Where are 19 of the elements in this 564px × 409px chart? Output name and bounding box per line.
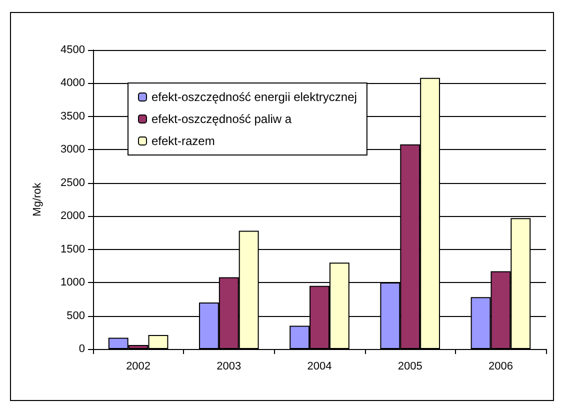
legend-label: efekt-oszczędność energii elektrycznej [152, 90, 357, 104]
y-tick-label: 1500 [60, 243, 85, 256]
x-tick-label: 2006 [488, 360, 513, 372]
x-tick-label: 2004 [307, 360, 332, 372]
y-tick-label: 2000 [60, 210, 85, 222]
y-tick-label: 3000 [60, 144, 85, 156]
y-tick-label: 1000 [60, 276, 85, 289]
y-tick-label: 500 [66, 310, 85, 322]
legend-label: efekt-razem [152, 134, 215, 148]
x-tick-label: 2003 [216, 360, 242, 372]
y-tick-label: 4000 [60, 77, 85, 90]
x-tick-label: 2005 [398, 360, 422, 372]
legend-label: efekt-oszczędność paliw a [152, 112, 292, 126]
y-tick-label: 4500 [60, 44, 85, 56]
x-tick-label: 2002 [126, 360, 151, 372]
y-axis-title: Mg/rok [32, 182, 44, 216]
y-tick-label: 2500 [60, 176, 85, 189]
y-tick-label: 3500 [60, 110, 85, 122]
y-tick-label: 0 [78, 343, 85, 355]
